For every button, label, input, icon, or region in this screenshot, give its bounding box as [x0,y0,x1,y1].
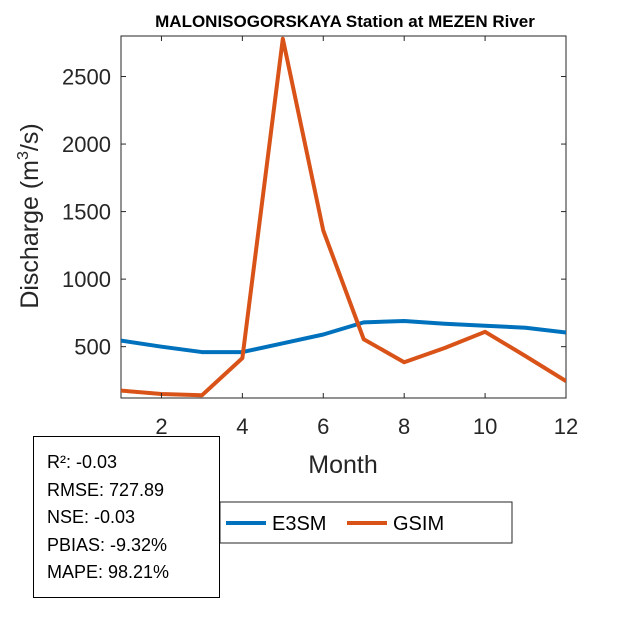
y-axis-label-main: Discharge (m [16,160,44,309]
axes-box [120,35,567,399]
stats-box: R²: -0.03 RMSE: 727.89 NSE: -0.03 PBIAS:… [33,436,220,598]
x-tick-label: 6 [317,414,329,439]
series-line-gsim [121,36,566,398]
y-tick-label: 2000 [62,132,111,157]
series-line-e3sm [121,319,566,355]
plot-area: 2 4 6 8 10 12 500 1000 1500 2000 2500 [62,35,578,439]
legend: E3SM GSIM [219,501,513,544]
y-tick-label: 500 [74,335,111,360]
y-axis-label-tail: /s) [16,123,44,151]
x-tick-label: 2 [155,414,167,439]
chart-title: MALONISOGORSKAYA Station at MEZEN River [155,12,535,31]
stat-nse: NSE: -0.03 [47,507,136,527]
y-tick-label: 2500 [62,65,111,90]
y-tick-label: 1500 [62,200,111,225]
y-tick-label: 1000 [62,267,111,292]
stat-pbias: PBIAS: -9.32% [47,534,168,555]
x-tick-label: 4 [236,414,248,439]
y-axis-label-sup: 3 [15,151,32,160]
stat-rmse: RMSE: 727.89 [47,479,165,500]
stat-r2: R²: -0.03 [47,452,118,472]
legend-label-e3sm: E3SM [272,513,326,535]
y-axis-label: Discharge (m3/s) [15,123,44,308]
legend-label-gsim: GSIM [393,513,444,535]
x-tick-label: 12 [554,414,578,439]
x-tick-label: 10 [473,414,497,439]
x-axis-label: Month [308,451,377,479]
x-tick-label: 8 [398,414,410,439]
stat-mape: MAPE: 98.21% [47,562,170,582]
